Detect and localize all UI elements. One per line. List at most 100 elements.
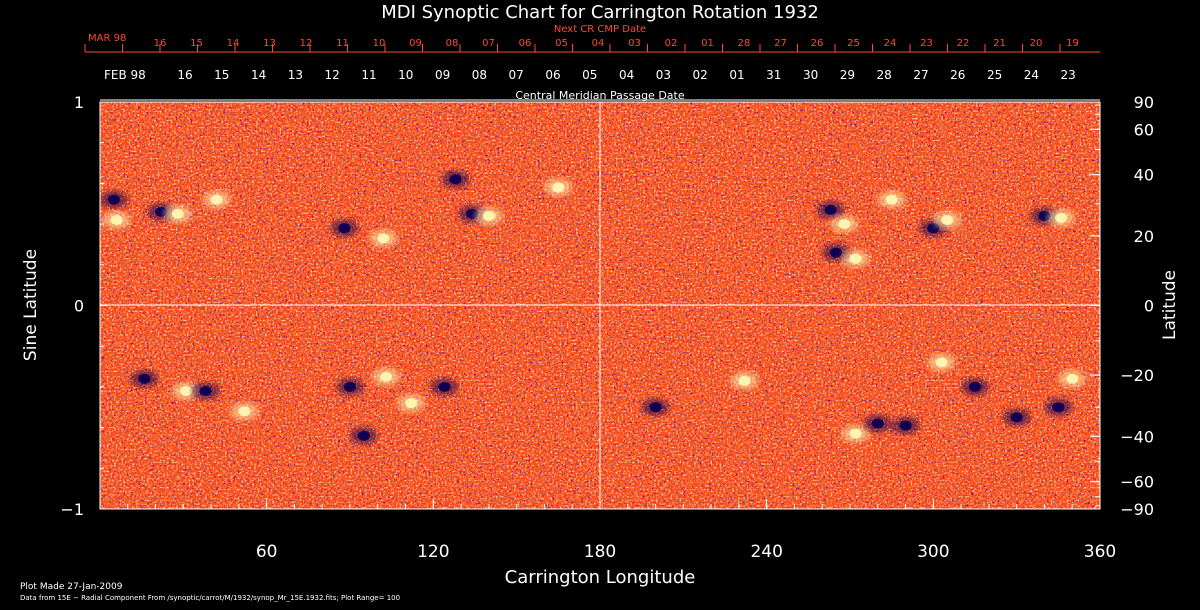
top-axis-date-label: 13 [263, 38, 276, 49]
mid-axis-date-label: 29 [840, 68, 855, 82]
top-axis-date-label: 01 [701, 38, 714, 49]
top-axis-date-label: 10 [373, 38, 386, 49]
top-axis-labels: 16 15 14 13 12 11 10 09 08 07 06 05 04 03 02 01 28 27 26 25… [154, 38, 1079, 49]
active-region-negative [199, 385, 212, 396]
mid-axis-date-label: 08 [472, 68, 487, 82]
bottom-axis-tick-label: 60 [256, 542, 278, 562]
mid-axis-date-label: 11 [361, 68, 376, 82]
top-axis-date-label: 08 [446, 38, 459, 49]
top-axis-date-label: 15 [190, 38, 203, 49]
top-axis-date-label: 02 [665, 38, 678, 49]
active-region-negative [357, 430, 370, 441]
top-axis-date-label: 21 [993, 38, 1006, 49]
active-region-positive [380, 371, 393, 382]
top-axis-date-label: 25 [847, 38, 860, 49]
active-region-positive [1066, 373, 1079, 384]
right-axis-tick-label: −90 [1120, 500, 1154, 519]
mid-axis-date-label: 02 [693, 68, 708, 82]
active-region-positive [110, 215, 123, 226]
mid-axis-date-label: 13 [288, 68, 303, 82]
left-axis-tick-label: −1 [60, 500, 84, 519]
bottom-axis: 60 120 180 240 300 360 [127, 499, 1116, 562]
top-axis-date-label: 23 [920, 38, 933, 49]
active-region-negative [1010, 412, 1023, 423]
y-axis-label-right: Latitude [1160, 270, 1180, 340]
top-axis-date-label: 14 [227, 38, 240, 49]
right-axis-tick-label: 40 [1134, 166, 1154, 185]
active-region-positive [1055, 212, 1068, 223]
active-region-negative [969, 381, 981, 392]
y-axis-label-left: Sine Latitude [21, 249, 41, 361]
left-axis-tick-label: 0 [74, 297, 84, 316]
active-region-positive [935, 357, 948, 368]
top-axis-date-label: 20 [1030, 38, 1043, 49]
right-axis-tick-label: −60 [1120, 473, 1154, 492]
mid-axis-date-label: 25 [987, 68, 1002, 82]
mid-axis-date-label: 27 [913, 68, 928, 82]
top-axis-date-label: 28 [738, 38, 751, 49]
mid-axis-date-label: 01 [729, 68, 744, 82]
bottom-axis-tick-label: 360 [1084, 542, 1116, 562]
active-region-negative [871, 418, 884, 429]
left-axis-tick-label: 1 [74, 93, 84, 112]
top-axis-date-label: 27 [774, 38, 787, 49]
top-axis-date-label: 03 [628, 38, 641, 49]
active-region-positive [849, 428, 862, 439]
mid-axis-date-label: 03 [656, 68, 671, 82]
active-region-positive [552, 182, 565, 193]
plot-made-note: Plot Made 27-Jan-2009 [20, 582, 123, 592]
top-axis-date-label: 05 [555, 38, 568, 49]
active-region-negative [824, 204, 837, 215]
active-region-negative [649, 402, 662, 413]
right-axis-tick-label: 60 [1134, 120, 1154, 139]
mid-axis-date-label: 09 [435, 68, 450, 82]
top-axis-date-label: 04 [592, 38, 605, 49]
active-region-positive [171, 208, 184, 219]
x-axis-label: Carrington Longitude [505, 567, 696, 588]
top-axis-date-label: 24 [884, 38, 897, 49]
chart-title: MDI Synoptic Chart for Carrington Rotati… [381, 2, 819, 23]
mid-axis-date-label: 28 [877, 68, 892, 82]
active-region-positive [941, 215, 954, 226]
active-region-negative [107, 194, 120, 205]
top-axis-date-label: 26 [811, 38, 824, 49]
right-axis: 90 60 40 20 0 −20 −40 −60 −90 [1090, 93, 1154, 519]
right-axis-tick-label: 90 [1134, 93, 1154, 112]
active-region-negative [338, 223, 351, 234]
top-axis-date-label: 12 [300, 38, 313, 49]
active-region-positive [238, 406, 251, 417]
mid-axis-date-label: 05 [582, 68, 597, 82]
active-region-negative [449, 174, 462, 185]
active-regions [100, 170, 1087, 445]
top-axis-date-label: 06 [519, 38, 532, 49]
data-source-note: Data from 15E − Radial Component From /s… [20, 594, 400, 602]
active-region-positive [838, 219, 851, 230]
active-region-positive [738, 375, 751, 386]
mid-axis-month: FEB 98 [104, 68, 146, 82]
mid-axis-date-label: 12 [325, 68, 340, 82]
mid-axis-date-label: 06 [545, 68, 560, 82]
active-region-negative [138, 373, 151, 384]
mid-axis-date-label: 24 [1024, 68, 1039, 82]
top-axis-date-label: 07 [482, 38, 495, 49]
top-axis-title: Next CR CMP Date [554, 24, 646, 35]
mid-axis-date-label: 07 [509, 68, 524, 82]
right-axis-tick-label: −40 [1120, 427, 1154, 446]
top-axis-date-label: 16 [154, 38, 167, 49]
bottom-axis-tick-label: 120 [417, 542, 449, 562]
bottom-axis-tick-label: 240 [750, 542, 782, 562]
active-region-positive [405, 398, 418, 409]
mid-axis-date-label: 31 [766, 68, 781, 82]
mid-axis-date-label: 04 [619, 68, 634, 82]
active-region-positive [210, 194, 223, 205]
active-region-positive [482, 210, 495, 221]
active-region-negative [438, 381, 451, 392]
top-axis-date-label: 11 [336, 38, 349, 49]
right-axis-tick-label: 0 [1144, 297, 1154, 316]
mid-axis-date-label: 10 [398, 68, 413, 82]
active-region-negative [830, 247, 843, 258]
mid-axis-title: Central Meridian Passage Date [515, 89, 684, 102]
active-region-positive [180, 385, 193, 396]
bottom-axis-tick-label: 300 [917, 542, 949, 562]
